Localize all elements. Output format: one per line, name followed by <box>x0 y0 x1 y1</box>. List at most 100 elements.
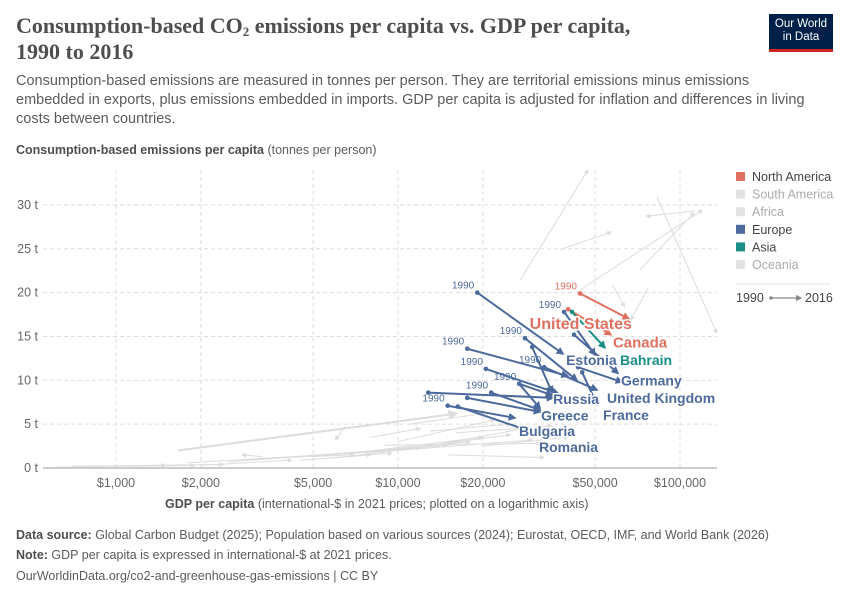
arrow-other-country <box>370 426 422 438</box>
entity-label: Greece <box>541 407 589 423</box>
start-point <box>561 309 567 315</box>
title-part: Consumption-based CO <box>16 13 243 38</box>
start-year-label: 1990 <box>461 357 484 368</box>
arrow-legend-end: 2016 <box>805 291 833 305</box>
arrow-other-country <box>200 457 293 466</box>
start-year-label: 1990 <box>494 372 517 383</box>
legend-swatch <box>736 242 745 252</box>
legend-swatch <box>736 224 745 234</box>
arrow-other-country <box>409 411 484 425</box>
entity-label: Germany <box>621 372 682 388</box>
y-axis-label-unit: (tonnes per person) <box>263 143 377 157</box>
arrow-estonia <box>476 291 565 355</box>
source-note: Data source: Global Carbon Budget (2025)… <box>16 528 769 542</box>
start-point <box>474 290 480 295</box>
start-point <box>425 390 431 395</box>
arrow-other-country <box>430 422 512 432</box>
arrow-country <box>577 366 624 384</box>
x-axis-label-unit: (international-$ in 2021 prices; plotted… <box>254 497 589 511</box>
arrow-france <box>581 371 599 407</box>
chart-title: Consumption-based CO2 emissions per capi… <box>16 13 756 65</box>
legend-item[interactable]: North America <box>752 170 831 184</box>
legend-item[interactable]: South America <box>752 188 833 202</box>
legend-item[interactable]: Asia <box>752 240 776 254</box>
arrow-other-country <box>334 425 346 441</box>
arrow-russia <box>518 382 554 397</box>
start-year-label: 1990 <box>555 281 578 292</box>
arrow-canada <box>567 308 613 336</box>
start-point <box>483 366 489 372</box>
arrow-other-country <box>559 231 613 251</box>
arrow-other-country <box>313 439 471 458</box>
arrow-other-country <box>397 418 496 443</box>
legend-item[interactable]: Oceania <box>752 258 799 272</box>
entity-label: United States <box>530 316 632 333</box>
arrow-other-country <box>482 435 569 447</box>
start-point <box>445 403 450 409</box>
start-year-label: 1990 <box>422 394 445 405</box>
x-tick-label: $50,000 <box>573 476 618 490</box>
entity-label: Canada <box>613 335 668 352</box>
entity-label: Bulgaria <box>519 423 575 439</box>
start-point <box>565 306 571 312</box>
start-point <box>529 344 535 350</box>
start-year-label: 1990 <box>519 355 542 366</box>
arrow-other-country <box>645 210 694 219</box>
chart-subtitle: Consumption-based emissions are measured… <box>16 73 805 127</box>
arrow-other-country <box>612 284 625 308</box>
x-axis-label-main: GDP per capita <box>165 497 255 511</box>
x-axis-label: GDP per capita (international-$ in 2021 … <box>165 497 589 511</box>
x-tick-label: $2,000 <box>182 476 220 490</box>
start-point <box>464 346 470 352</box>
start-point <box>455 404 461 409</box>
arrow-legend-start: 1990 <box>736 291 764 305</box>
entity-label: Romania <box>539 439 598 455</box>
x-tick-label: $10,000 <box>375 476 420 490</box>
start-point <box>522 335 528 341</box>
start-year-label: 1990 <box>452 281 475 292</box>
arrow-other-country <box>519 168 589 281</box>
x-tick-label: $20,000 <box>460 476 505 490</box>
legend-swatch <box>736 172 745 181</box>
arrow-other-country <box>630 287 649 321</box>
source-text: Global Carbon Budget (2025); Population … <box>91 528 769 542</box>
arrow-other-country <box>177 409 459 452</box>
title-part: emissions per capita vs. GDP per capita, <box>249 13 631 38</box>
start-point <box>575 364 581 370</box>
y-axis-label: Consumption-based emissions per capita (… <box>16 143 377 157</box>
y-tick-label: 25 t <box>17 242 38 256</box>
y-tick-label: 10 t <box>17 373 38 387</box>
y-tick-label: 5 t <box>24 417 38 431</box>
legend-swatch <box>736 207 745 217</box>
arrow-other-country <box>447 454 546 460</box>
arrow-country <box>428 391 555 402</box>
y-tick-label: 0 t <box>24 461 38 475</box>
entity-label: United Kingdom <box>607 390 715 406</box>
note-text: GDP per capita is expressed in internati… <box>47 548 392 562</box>
legend-item[interactable]: Europe <box>752 223 792 237</box>
arrow-country <box>466 347 570 379</box>
owid-logo[interactable]: Our World in Data <box>769 14 833 52</box>
y-tick-label: 30 t <box>17 198 38 212</box>
arrow-other-country <box>127 462 196 468</box>
start-year-label: 1990 <box>466 381 489 392</box>
url-license[interactable]: OurWorldinData.org/co2-and-greenhouse-ga… <box>16 569 379 583</box>
logo-text: Our World <box>774 18 828 30</box>
start-point <box>464 395 470 401</box>
note-label: Note: <box>16 548 48 562</box>
arrow-united-states <box>579 292 631 320</box>
x-tick-label: $100,000 <box>654 476 706 490</box>
legend-item[interactable]: Africa <box>752 205 784 219</box>
arrow-other-country <box>300 452 372 461</box>
start-point <box>541 364 547 370</box>
arrow-other-country <box>385 437 534 452</box>
start-point <box>571 332 577 337</box>
entity-label: Russia <box>553 391 599 407</box>
start-point <box>569 309 575 315</box>
arrow-other-country <box>258 452 356 459</box>
x-tick-label: $5,000 <box>294 476 332 490</box>
entity-label: Estonia <box>566 352 617 368</box>
legend-swatch <box>736 260 745 269</box>
start-point <box>488 390 494 395</box>
